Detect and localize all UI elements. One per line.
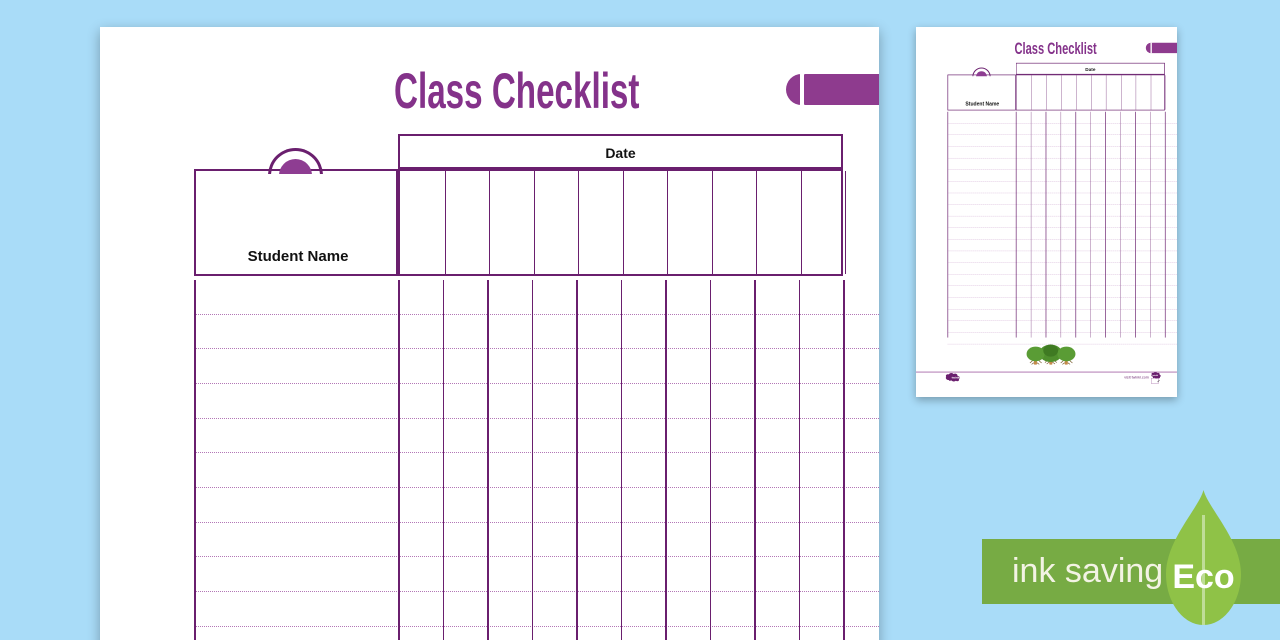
- svg-text:twinkl: twinkl: [952, 376, 961, 380]
- svg-text:Eco: Eco: [1173, 558, 1235, 596]
- svg-text:twinkl: twinkl: [1152, 374, 1158, 377]
